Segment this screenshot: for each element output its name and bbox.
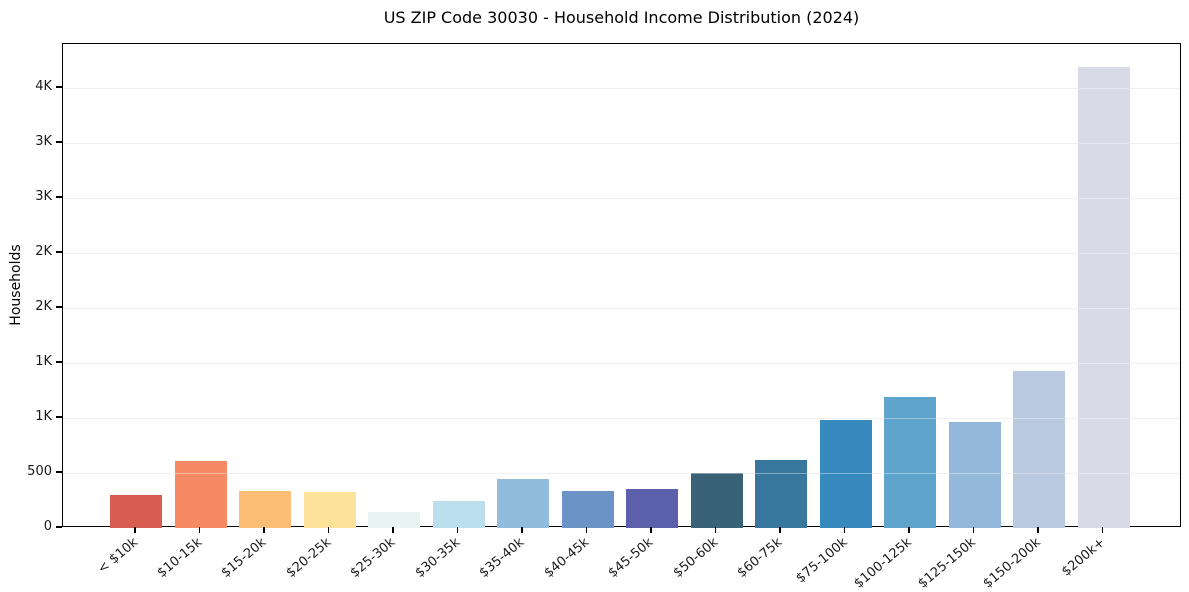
- x-tick-mark: [714, 527, 717, 533]
- x-tick-mark: [972, 527, 975, 533]
- gridline: [63, 307, 1180, 309]
- y-tick-mark: [56, 306, 62, 308]
- gridline-overlay: [63, 362, 1180, 364]
- bar: [626, 488, 678, 528]
- gridline: [63, 362, 1180, 364]
- gridlines: [63, 44, 1180, 526]
- bars: [63, 44, 1180, 528]
- gridline-overlay: [63, 417, 1180, 419]
- x-tick-label: $40-45k: [541, 535, 593, 581]
- gridline: [63, 87, 1180, 89]
- x-tick-mark: [198, 527, 201, 533]
- y-tick-label: 4K: [35, 79, 52, 94]
- gridline: [63, 142, 1180, 144]
- x-tick-mark: [843, 527, 846, 533]
- chart-title: US ZIP Code 30030 - Household Income Dis…: [383, 8, 860, 27]
- x-tick-label: < $10k: [94, 535, 141, 577]
- y-tick-mark: [56, 471, 62, 473]
- x-tick-label: $60-75k: [734, 535, 786, 581]
- x-tick-mark: [650, 527, 652, 533]
- bar: [497, 479, 549, 528]
- bar: [1013, 370, 1065, 528]
- y-tick-label: 3K: [35, 189, 52, 204]
- gridline: [63, 472, 1180, 474]
- y-tick-mark: [56, 361, 62, 363]
- x-tick-label: $200k+: [1059, 535, 1109, 580]
- y-tick-mark: [56, 416, 62, 418]
- x-tick-mark: [1037, 527, 1039, 533]
- y-tick-label: 2K: [35, 299, 52, 314]
- x-tick-label: $100-125k: [851, 535, 915, 592]
- x-tick-mark: [908, 527, 910, 533]
- gridline-overlay: [63, 197, 1180, 199]
- y-tick-mark: [56, 196, 62, 198]
- x-tick-label: $15-20k: [218, 535, 270, 581]
- x-tick-label: $35-40k: [476, 535, 528, 581]
- y-tick-mark: [56, 251, 62, 253]
- x-tick-mark: [327, 527, 330, 533]
- bar: [819, 420, 872, 528]
- bar: [303, 491, 356, 528]
- x-tick-mark: [456, 527, 459, 533]
- bar: [755, 459, 807, 528]
- x-tick-mark: [263, 527, 265, 533]
- gridline: [63, 417, 1180, 419]
- bar: [368, 512, 420, 528]
- x-tick-mark: [521, 527, 523, 533]
- x-axis-tick-labels: < $10k $10-15k $15-20k $20-25k $25-30k $30-35…: [62, 527, 1181, 592]
- x-tick-mark: [1101, 527, 1104, 533]
- gridline: [63, 252, 1180, 254]
- bar: [948, 421, 1001, 528]
- gridline-overlay: [63, 472, 1180, 474]
- bar: [174, 460, 227, 528]
- y-axis-tick-labels: 0 500 1K 1K 2K 2K 3K 3K 4K: [0, 43, 54, 534]
- x-tick-label: $50-60k: [670, 535, 722, 581]
- x-tick-label: $10-15k: [154, 535, 206, 581]
- bar: [239, 491, 291, 528]
- y-tick-label: 0: [43, 519, 52, 534]
- x-tick-mark: [585, 527, 588, 533]
- y-tick-label: 500: [27, 464, 52, 479]
- y-tick-label: 3K: [35, 134, 52, 149]
- x-tick-label: $20-25k: [283, 535, 335, 581]
- bar: [884, 397, 936, 528]
- plot-area: [62, 43, 1181, 528]
- y-tick-mark: [56, 526, 62, 528]
- gridline-overlays: [63, 44, 1180, 526]
- x-tick-label: $25-30k: [347, 535, 399, 581]
- y-tick-label: 1K: [35, 409, 52, 424]
- x-tick-label: $45-50k: [605, 535, 657, 581]
- x-tick-label: $150-200k: [980, 535, 1044, 592]
- y-tick-label: 1K: [35, 354, 52, 369]
- bar: [110, 495, 162, 528]
- x-tick-mark: [392, 527, 394, 533]
- y-tick-mark: [56, 86, 62, 88]
- x-tick-label: $30-35k: [412, 535, 464, 581]
- gridline-overlay: [63, 307, 1180, 309]
- bar: [561, 491, 614, 528]
- bar: [432, 500, 485, 528]
- y-tick-mark: [56, 141, 62, 143]
- gridline: [63, 197, 1180, 199]
- x-tick-mark: [779, 527, 781, 533]
- x-tick-mark: [134, 527, 136, 533]
- x-tick-label: $125-150k: [915, 535, 980, 592]
- y-tick-label: 2K: [35, 244, 52, 259]
- x-tick-label: $75-100k: [793, 535, 851, 587]
- gridline-overlay: [63, 252, 1180, 254]
- gridline-overlay: [63, 87, 1180, 89]
- bar: [690, 473, 743, 528]
- bar: [1077, 67, 1130, 528]
- gridline-overlay: [63, 142, 1180, 144]
